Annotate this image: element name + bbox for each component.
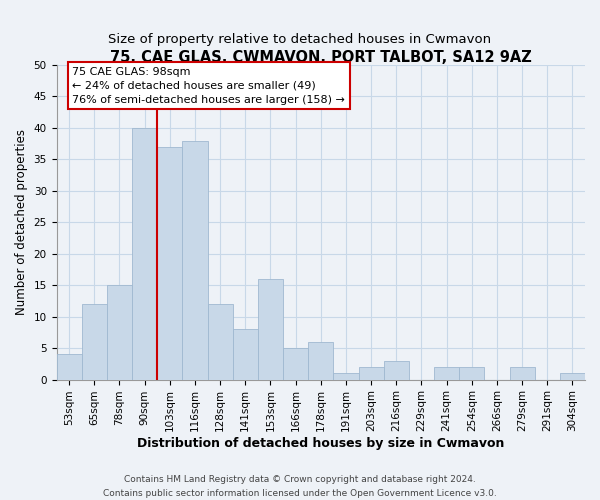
Text: 75 CAE GLAS: 98sqm
← 24% of detached houses are smaller (49)
76% of semi-detache: 75 CAE GLAS: 98sqm ← 24% of detached hou… [73,66,345,104]
Bar [308,342,334,380]
Bar [334,374,359,380]
Bar [359,367,383,380]
Bar [509,367,535,380]
Text: Contains HM Land Registry data © Crown copyright and database right 2024.
Contai: Contains HM Land Registry data © Crown c… [103,476,497,498]
X-axis label: Distribution of detached houses by size in Cwmavon: Distribution of detached houses by size … [137,437,505,450]
Bar [132,128,157,380]
Bar [157,147,182,380]
Bar [233,330,258,380]
Bar [182,140,208,380]
Bar [459,367,484,380]
Bar [258,279,283,380]
Bar [107,285,132,380]
Bar [434,367,459,380]
Bar [208,304,233,380]
Y-axis label: Number of detached properties: Number of detached properties [15,130,28,316]
Bar [82,304,107,380]
Bar [56,354,82,380]
Title: 75, CAE GLAS, CWMAVON, PORT TALBOT, SA12 9AZ: 75, CAE GLAS, CWMAVON, PORT TALBOT, SA12… [110,50,532,65]
Bar [283,348,308,380]
Bar [560,374,585,380]
Bar [383,360,409,380]
Text: Size of property relative to detached houses in Cwmavon: Size of property relative to detached ho… [109,32,491,46]
